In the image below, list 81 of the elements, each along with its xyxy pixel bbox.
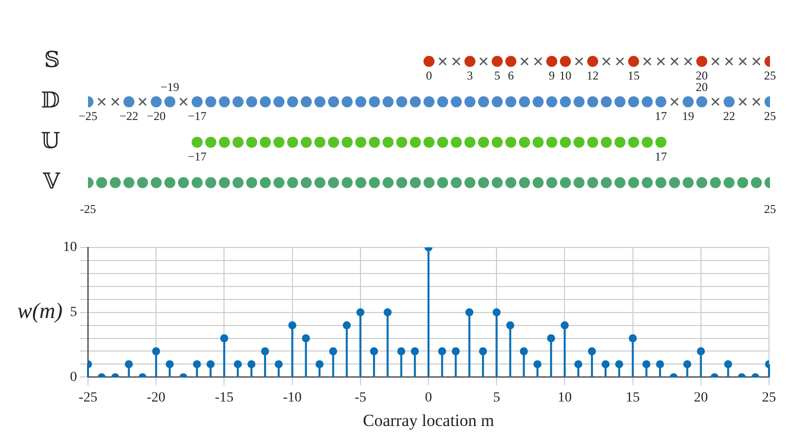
x-tick-label: 15	[626, 390, 640, 406]
x-tick-label: 5	[493, 390, 500, 406]
x-tick-label: -10	[282, 390, 302, 406]
annotation: −25	[78, 108, 98, 123]
point	[602, 360, 610, 368]
point	[438, 347, 446, 356]
x-tick-label: -20	[146, 390, 166, 406]
annotation: 10	[559, 68, 572, 83]
point	[356, 308, 364, 316]
point	[342, 321, 351, 330]
annotation: 17	[654, 149, 667, 164]
point	[724, 360, 732, 368]
point	[384, 308, 392, 316]
point	[247, 360, 256, 368]
point	[547, 334, 556, 342]
point	[492, 308, 501, 316]
y-axis-title: w(m)	[17, 298, 63, 324]
point	[506, 321, 514, 330]
point	[683, 360, 692, 368]
point	[329, 347, 338, 356]
point	[520, 347, 528, 356]
point	[560, 321, 569, 330]
point	[302, 334, 310, 342]
point	[410, 347, 419, 356]
annotation: 19	[682, 108, 694, 123]
point	[370, 347, 378, 356]
point	[274, 360, 283, 368]
x-tick-label: -15	[214, 390, 234, 406]
x-tick-label: 20	[694, 390, 708, 406]
point	[397, 347, 406, 356]
point	[152, 347, 160, 356]
annotation: −22	[120, 108, 138, 123]
annotation: −19	[160, 80, 180, 94]
point	[656, 360, 664, 368]
point	[574, 360, 582, 368]
annotation: −17	[188, 149, 207, 164]
annotation: 5	[494, 68, 500, 83]
point	[465, 308, 474, 316]
x-tick-label: 25	[762, 390, 776, 406]
x-tick-label: -5	[354, 390, 366, 406]
y-tick-label: 10	[63, 240, 77, 256]
point	[124, 360, 133, 368]
annotation: −17	[188, 108, 207, 123]
point	[206, 360, 215, 368]
annotation: 3	[466, 68, 473, 83]
point	[628, 334, 637, 342]
annotation: 12	[586, 68, 599, 83]
point	[533, 360, 542, 368]
point	[696, 347, 705, 356]
annotation: 25	[764, 108, 776, 123]
annotation: 25	[764, 68, 776, 83]
x-tick-label: -25	[80, 202, 96, 216]
point	[316, 360, 324, 368]
y-tick-label: 5	[70, 304, 77, 320]
point	[192, 360, 201, 368]
point	[478, 347, 487, 356]
x-tick-label: 10	[558, 390, 572, 406]
y-tick-label: 𝕌	[40, 128, 60, 154]
x-tick-label: -25	[78, 390, 98, 406]
point	[166, 360, 174, 368]
y-tick-label: 𝔻	[40, 88, 60, 114]
point	[234, 360, 242, 368]
annotation: 22	[723, 108, 736, 123]
annotation: 17	[654, 108, 667, 123]
x-axis-title: Coarray location m	[362, 410, 494, 430]
annotation: 6	[508, 68, 514, 83]
annotation: 9	[548, 68, 555, 83]
point	[642, 360, 650, 368]
point	[288, 321, 296, 330]
y-tick-label: 𝕍	[42, 169, 61, 194]
point	[220, 334, 228, 342]
annotation: 0	[426, 68, 432, 83]
y-tick-label: 𝕊	[44, 48, 60, 74]
point	[452, 347, 460, 356]
annotation: −20	[146, 108, 166, 123]
y-tick-label: 0	[70, 370, 77, 385]
point	[261, 347, 270, 356]
x-tick-label: 0	[425, 390, 432, 406]
annotation: 15	[628, 68, 640, 83]
point	[615, 360, 624, 368]
point	[588, 347, 596, 356]
